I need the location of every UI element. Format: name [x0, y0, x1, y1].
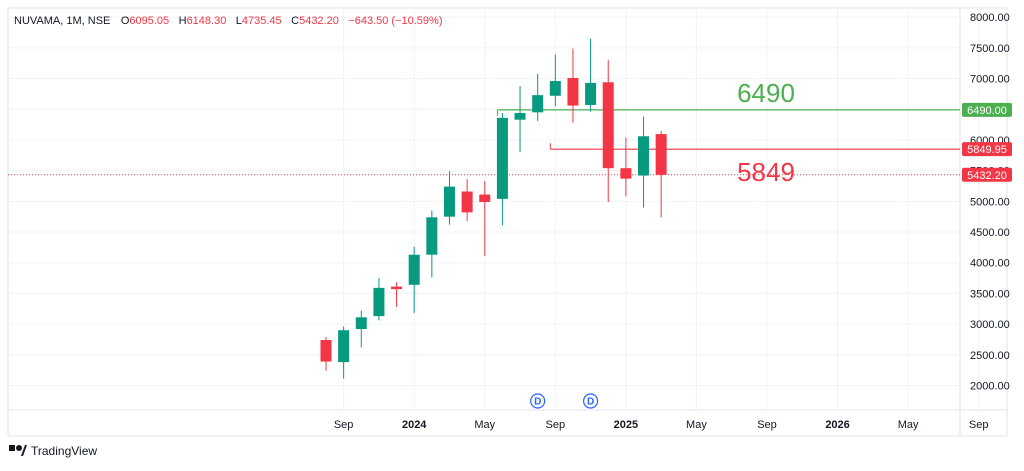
candle[interactable]: [461, 179, 473, 221]
candle[interactable]: [532, 73, 544, 121]
candle[interactable]: [426, 210, 438, 278]
close-value: 5432.20: [299, 15, 339, 27]
y-tick-label: 7500.00: [970, 43, 1010, 55]
close-label: C: [291, 15, 299, 27]
x-tick-label: 2024: [402, 419, 427, 431]
low-label: L: [236, 15, 242, 27]
dividend-event-label: D: [587, 397, 594, 408]
open-value: 6095.05: [129, 15, 169, 27]
dividend-event-marker[interactable]: D: [582, 393, 599, 409]
candle-body: [532, 95, 544, 113]
high-label: H: [179, 15, 187, 27]
price-tags: 6490.00 5849.95 5432.20: [962, 102, 1012, 182]
x-tick-label: 2026: [825, 419, 849, 431]
dividend-event-label: D: [534, 397, 541, 408]
level-label-6490: 6490: [737, 78, 795, 108]
candle-body: [408, 254, 420, 285]
open-label: O: [121, 15, 130, 27]
y-tick-label: 7000.00: [970, 74, 1010, 86]
candle[interactable]: [408, 246, 420, 314]
candle-body: [426, 217, 438, 255]
candle-body: [461, 191, 473, 213]
candle-body: [373, 287, 385, 317]
price-axis: 2000.00 2500.00 3000.00 3500.00 4000.00 4500.…: [970, 12, 1010, 392]
dividend-event-circle: [530, 393, 546, 409]
symbol-title: NUVAMA, 1M, NSE: [14, 15, 110, 27]
candle[interactable]: [443, 171, 455, 225]
candle-body: [391, 286, 403, 290]
candle-body: [567, 77, 579, 106]
candle[interactable]: [549, 54, 561, 107]
candle[interactable]: [496, 112, 508, 226]
change-value: −643.50 (−10.59%): [348, 15, 442, 27]
candle[interactable]: [479, 181, 491, 256]
candle[interactable]: [514, 85, 526, 153]
candle[interactable]: [620, 137, 632, 197]
candle[interactable]: [602, 60, 614, 202]
candle-body: [443, 186, 455, 217]
candle[interactable]: [355, 310, 367, 348]
candle[interactable]: [338, 326, 350, 379]
tradingview-logo-icon: [9, 445, 27, 456]
candle-body: [514, 112, 526, 120]
price-tag-bg: [962, 142, 1012, 157]
level-label-5849: 5849: [737, 157, 795, 187]
candles: [320, 38, 667, 379]
candle-body: [338, 330, 350, 363]
last-price-tag-bg: [962, 167, 1012, 182]
tradingview-logo[interactable]: TradingView: [9, 444, 97, 458]
last-price-tag: 5432.20: [967, 170, 1007, 182]
x-tick-label: May: [474, 419, 495, 431]
y-tick-label: 5000.00: [970, 196, 1010, 208]
x-tick-label: May: [686, 419, 707, 431]
y-tick-label: 4000.00: [970, 258, 1010, 270]
tradingview-logo-text: TradingView: [31, 444, 97, 458]
y-tick-label: 2000.00: [970, 380, 1010, 392]
x-tick-label: 2025: [614, 419, 638, 431]
x-tick-label: Sep: [546, 419, 566, 431]
x-tick-label: May: [898, 419, 919, 431]
candle-body: [549, 81, 561, 96]
time-axis: Sep 2024 May Sep 2025 May Sep 2026 May Sep: [334, 419, 989, 431]
candle-body: [638, 136, 650, 176]
candle[interactable]: [373, 278, 385, 321]
candle[interactable]: [585, 38, 597, 112]
y-tick-label: 3500.00: [970, 288, 1010, 300]
candle-body: [479, 194, 491, 202]
candle[interactable]: [655, 130, 667, 218]
y-tick-label: 2500.00: [970, 350, 1010, 362]
dividend-event-marker[interactable]: D: [530, 393, 546, 409]
candle-body: [602, 82, 614, 169]
price-tag-bg: [962, 102, 1012, 117]
gridlines: [8, 8, 980, 410]
high-value: 6148.30: [187, 15, 227, 27]
support-resistance-levels: 6490 5849: [496, 78, 960, 187]
chart-pane: [7, 7, 1008, 437]
candle-body: [655, 134, 667, 175]
x-tick-label: Sep: [757, 419, 777, 431]
candle[interactable]: [320, 336, 332, 371]
candle-body: [496, 117, 508, 199]
candle-body: [585, 82, 597, 105]
ohlc-legend: NUVAMA, 1M, NSE O6095.05 H6148.30 L4735.…: [14, 11, 442, 28]
candle-body: [620, 168, 632, 179]
candle[interactable]: [638, 116, 650, 208]
y-tick-label: 3000.00: [970, 319, 1010, 331]
x-tick-label: Sep: [334, 419, 354, 431]
price-tag-6490: 6490.00: [967, 105, 1007, 117]
dividend-event-circle: [582, 393, 599, 409]
y-tick-label: 4500.00: [970, 227, 1010, 239]
candle[interactable]: [567, 48, 579, 123]
candle[interactable]: [391, 282, 403, 307]
candle-body: [320, 340, 332, 362]
y-tick-label: 8000.00: [970, 12, 1010, 24]
low-value: 4735.45: [242, 15, 282, 27]
candle-body: [355, 317, 367, 329]
price-tag-5849: 5849.95: [967, 144, 1007, 156]
x-tick-label: Sep: [969, 419, 989, 431]
